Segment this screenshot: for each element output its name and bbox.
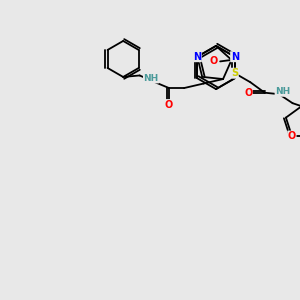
Text: N: N [193, 52, 201, 62]
Text: O: O [244, 88, 252, 98]
Text: O: O [288, 131, 296, 141]
Text: S: S [231, 68, 238, 78]
Text: N: N [231, 52, 239, 62]
Text: O: O [209, 56, 218, 66]
Text: O: O [165, 100, 173, 110]
Text: NH: NH [143, 74, 159, 83]
Text: NH: NH [275, 87, 290, 96]
